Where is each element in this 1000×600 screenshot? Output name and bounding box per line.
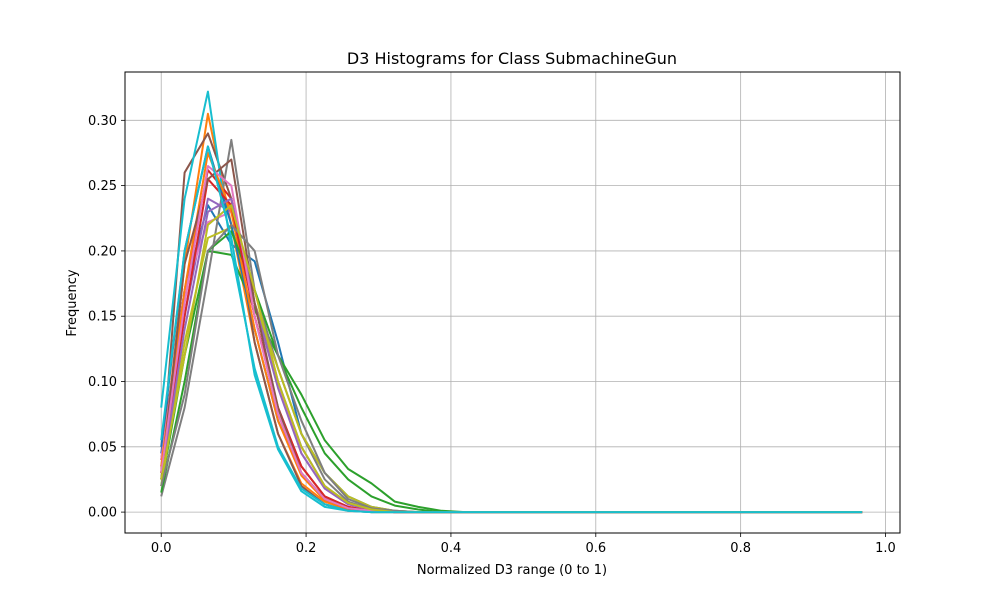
x-tick-label: 0.6 (585, 541, 606, 556)
x-tick-label: 0.2 (296, 541, 317, 556)
x-axis-label: Normalized D3 range (0 to 1) (417, 563, 607, 578)
series-lines (160, 90, 863, 514)
chart-title: D3 Histograms for Class SubmachineGun (347, 49, 677, 68)
y-axis-label: Frequency (65, 269, 80, 336)
y-tick-label: 0.25 (88, 179, 117, 194)
y-tick-label: 0.20 (88, 244, 117, 259)
x-tick-label: 0.8 (730, 541, 751, 556)
x-tick-label: 0.4 (441, 541, 462, 556)
y-axis: 0.00 0.05 0.10 0.15 0.20 0.25 0.30 (88, 114, 125, 521)
y-tick-label: 0.15 (88, 310, 117, 325)
y-tick-label: 0.05 (88, 440, 117, 455)
x-axis: 0.0 0.2 0.4 0.6 0.8 1.0 (151, 533, 896, 556)
y-tick-label: 0.00 (88, 506, 117, 521)
x-tick-label: 0.0 (151, 541, 172, 556)
x-tick-label: 1.0 (875, 541, 896, 556)
series-line-s20 (160, 145, 863, 514)
plot-frame (124, 71, 901, 534)
y-tick-label: 0.10 (88, 375, 117, 390)
y-tick-label: 0.30 (88, 114, 117, 129)
